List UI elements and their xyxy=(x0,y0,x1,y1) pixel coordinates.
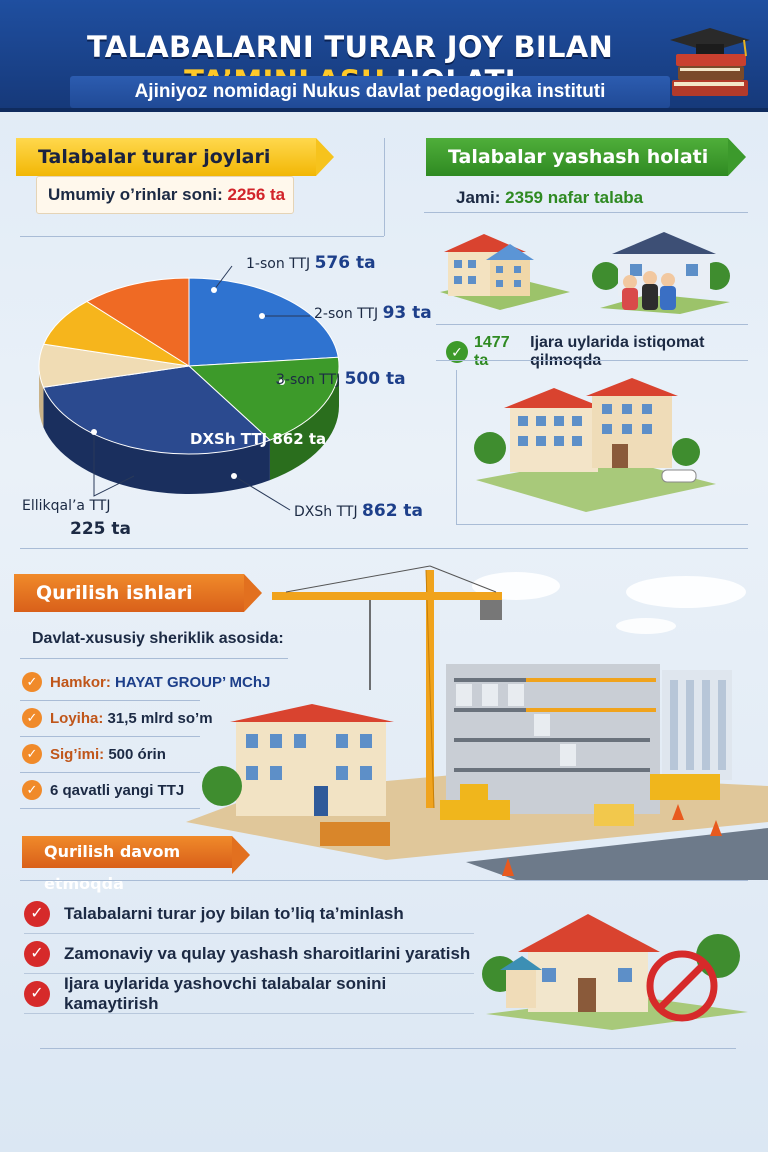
pie-label-name: 3-son TTJ xyxy=(276,372,345,388)
construction-item: ✓ Loyiha: 31,5 mlrd so’m xyxy=(22,708,213,728)
divider xyxy=(20,808,200,809)
construction-item-value: HAYAT GROUP’ MChJ xyxy=(115,673,271,691)
pie-slice-3-son-side xyxy=(269,366,339,481)
rent-status: ✓ 1477 ta Ijara uylarida istiqomat qilmo… xyxy=(446,334,768,370)
divider xyxy=(424,212,748,213)
dormitory-illustration xyxy=(440,232,730,314)
pie-leader-dot xyxy=(259,313,265,319)
construction-item-value: 500 órin xyxy=(108,745,166,763)
construction-item: ✓ 6 qavatli yangi TTJ xyxy=(22,780,184,800)
construction-item-label: Sig’imi: xyxy=(50,745,109,763)
divider xyxy=(20,880,748,881)
divider xyxy=(20,700,200,701)
divider xyxy=(20,236,384,237)
check-icon: ✓ xyxy=(24,900,50,927)
divider xyxy=(436,324,748,325)
header-banner: TALABALARNI TURAR JOY BILAN TA’MINLASH H… xyxy=(0,0,768,112)
pie-label-name: 2-son TTJ xyxy=(314,306,383,322)
construction-item-value: 31,5 mlrd so’m xyxy=(107,709,213,727)
capacity-pie-chart: 1-son TTJ 576 ta 2-son TTJ 93 ta 3-son TTJ… xyxy=(22,253,432,539)
pie-label-name: Ellikqal’a TTJ xyxy=(22,498,110,514)
divider xyxy=(456,370,457,524)
pie-leader-line xyxy=(233,475,291,511)
pie-slice-1-2-son xyxy=(188,277,339,367)
pie-inner-label: DXSh TTJ 862 ta xyxy=(190,430,326,448)
check-icon: ✓ xyxy=(22,780,42,800)
check-icon: ✓ xyxy=(22,744,42,764)
divider xyxy=(456,524,748,525)
pie-top xyxy=(38,277,340,455)
pie-leader-dot xyxy=(211,287,217,293)
pie-label: DXSh TTJ 862 ta xyxy=(294,501,423,521)
divider xyxy=(436,360,748,361)
subtitle-band xyxy=(70,76,670,108)
pie-leader-line xyxy=(213,265,233,291)
pie-leader-dot xyxy=(279,379,285,385)
construction-scene-illustration xyxy=(186,565,768,880)
pie-label: 1-son TTJ 576 ta xyxy=(246,253,376,273)
pie-leader-line xyxy=(93,432,135,497)
check-icon: ✓ xyxy=(22,672,42,692)
living-total: Jami: 2359 nafar talaba xyxy=(456,188,644,207)
pie-slice-extra-yellow xyxy=(42,300,190,367)
capacity-total-box xyxy=(36,176,294,214)
divider xyxy=(20,548,748,549)
construction-ongoing-ribbon: Qurilish davom etmoqda xyxy=(22,836,250,893)
pie-label-name: DXSh TTJ xyxy=(294,504,362,520)
pie-label: 3-son TTJ 500 ta xyxy=(276,369,406,389)
pie-label-name: 1-son TTJ xyxy=(246,256,315,272)
goal-item: ✓ Zamonaviy va qulay yashash sharoitlarin… xyxy=(24,934,474,974)
check-icon: ✓ xyxy=(24,940,50,967)
construction-item-value: 6 qavatli yangi TTJ xyxy=(50,781,185,799)
pie-slice-dxsh-side xyxy=(43,387,270,495)
pie-slice-ellikqala-side xyxy=(39,366,44,428)
check-icon: ✓ xyxy=(446,341,468,363)
divider xyxy=(20,736,200,737)
page-subtitle: Ajiniyoz nomidagi Nukus davlat pedagogik… xyxy=(134,81,606,102)
goal-text: Talabalarni turar joy bilan to’liq ta’mi… xyxy=(64,903,404,923)
pie-label-value: 576 ta xyxy=(315,253,376,273)
pie-slice-dxsh xyxy=(42,365,271,455)
construction-item-label: Loyiha: xyxy=(50,709,108,727)
check-icon: ✓ xyxy=(22,708,42,728)
construction-item: ✓ Hamkor: HAYAT GROUP’ MChJ xyxy=(22,672,270,692)
goal-item: ✓ Talabalarni turar joy bilan to’liq ta’m… xyxy=(24,894,474,934)
construction-item: ✓ Sig’imi: 500 órin xyxy=(22,744,166,764)
pie-label-value: 225 ta xyxy=(70,519,131,539)
check-icon: ✓ xyxy=(24,980,50,1007)
goal-text: Ijara uylarida yashovchi talabalar sonin… xyxy=(64,973,387,1013)
pie-label-value: 93 ta xyxy=(383,303,432,323)
capacity-ribbon: Talabalar turar joylari sig’imi xyxy=(16,138,334,206)
books-icon xyxy=(670,28,750,96)
goal-text: Zamonaviy va qulay yashash sharoitlarini… xyxy=(64,943,471,963)
pie-label-value: 500 ta xyxy=(345,369,406,389)
capacity-total: Umumiy o’rinlar soni: 2256 ta xyxy=(48,185,286,204)
pie-slice-extra-orange xyxy=(85,277,190,367)
construction-ribbon: Qurilish ishlari xyxy=(14,574,262,612)
goal-item: ✓ Ijara uylarida yashovchi talabalar soni… xyxy=(24,974,474,1014)
divider xyxy=(40,1048,736,1049)
pie-depth xyxy=(39,366,339,495)
pie-label: 2-son TTJ 93 ta xyxy=(314,303,432,323)
dormitory-building-illustration xyxy=(474,378,716,512)
pie-labels: 1-son TTJ 576 ta 2-son TTJ 93 ta 3-son TTJ… xyxy=(22,253,432,539)
prohibited-house-icon xyxy=(482,914,748,1030)
pie-slice-3-son xyxy=(187,356,340,441)
pie-leader-dot xyxy=(91,429,97,435)
construction-basis: Davlat-xususiy sheriklik asosida: xyxy=(32,630,284,647)
divider xyxy=(20,658,288,659)
divider xyxy=(384,138,385,236)
pie-leader-dot xyxy=(231,473,237,479)
divider xyxy=(20,772,200,773)
living-ribbon: Talabalar yashash holati xyxy=(426,138,746,176)
pie-label-value: 862 ta xyxy=(362,501,423,521)
construction-item-label: Hamkor: xyxy=(50,673,116,691)
